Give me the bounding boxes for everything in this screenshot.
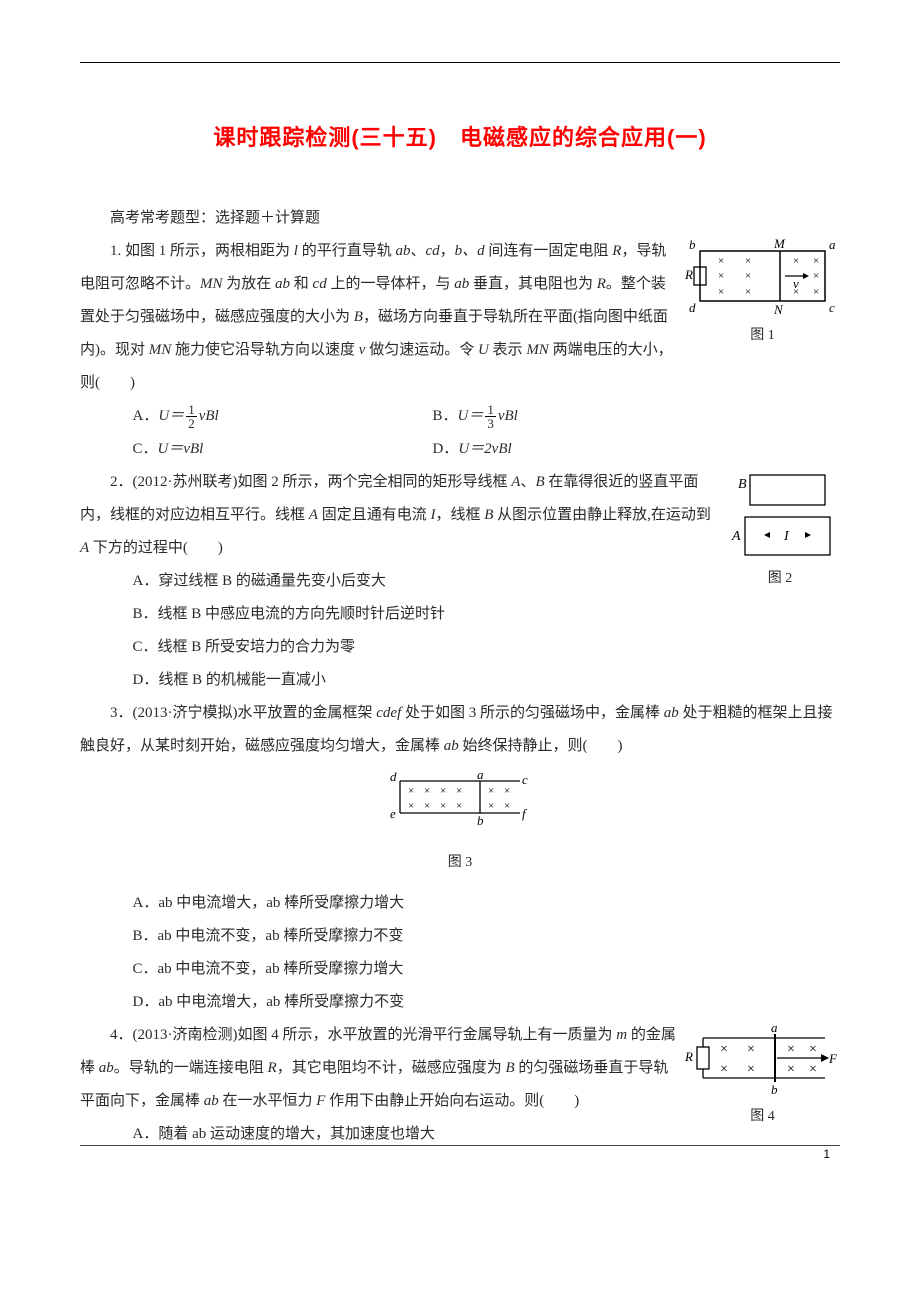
page-title: 课时跟踪检测(三十五) 电磁感应的综合应用(一) [80,120,840,152]
svg-text:×: × [718,255,724,267]
svg-text:×: × [440,800,446,812]
fig4-caption: 图 4 [685,1102,840,1133]
fig4-svg: R a b × × × × × × × × F [685,1023,840,1098]
q3-option-b: B．ab 中电流不变，ab 棒所受摩擦力不变 [133,920,841,953]
q1-options-row2: C．U＝vBl D．U＝2vBl [133,433,841,466]
svg-text:×: × [424,785,430,797]
svg-text:b: b [477,813,484,828]
svg-text:v: v [793,276,799,291]
figure-1: b M a R d N c ×××× ××× ×××× v 图 1 [685,239,840,352]
q1-options-row1: A． U＝ 12 vBl B． U＝ 13 vBl [133,400,841,433]
page-number: 1 [823,1147,830,1161]
svg-text:×: × [718,286,724,298]
svg-text:F: F [828,1051,838,1066]
fig1-svg: b M a R d N c ×××× ××× ×××× v [685,239,840,317]
svg-text:×: × [747,1062,755,1077]
svg-text:×: × [809,1042,817,1057]
svg-text:a: a [829,239,836,252]
svg-text:×: × [813,255,819,267]
svg-text:×: × [747,1042,755,1057]
fraction-half: 12 [186,403,197,430]
svg-text:×: × [745,270,751,282]
svg-text:d: d [390,771,397,784]
svg-text:×: × [745,286,751,298]
intro-line: 高考常考题型：选择题＋计算题 [80,202,840,235]
svg-text:×: × [424,800,430,812]
svg-text:×: × [720,1062,728,1077]
q1-option-a: A． U＝ 12 vBl [133,400,433,433]
svg-text:×: × [408,800,414,812]
svg-text:R: R [685,267,693,282]
svg-text:×: × [787,1062,795,1077]
svg-text:×: × [504,785,510,797]
svg-text:×: × [787,1042,795,1057]
q3-stem: 3．(2013·济宁模拟)水平放置的金属框架 cdef 处于如图 3 所示的匀强… [80,697,840,763]
svg-text:c: c [522,772,528,787]
svg-text:×: × [793,255,799,267]
figure-4: R a b × × × × × × × × F 图 4 [685,1023,840,1133]
svg-text:b: b [689,239,696,252]
svg-text:N: N [773,302,784,317]
svg-text:B: B [738,477,747,492]
svg-text:×: × [456,800,462,812]
bottom-rule [80,1145,840,1146]
svg-text:f: f [522,806,528,821]
svg-text:×: × [809,1062,817,1077]
fraction-third: 13 [485,403,496,430]
q3-option-a: A．ab 中电流增大，ab 棒所受摩擦力增大 [133,887,841,920]
svg-text:×: × [745,255,751,267]
svg-text:e: e [390,806,396,821]
fig1-caption: 图 1 [685,321,840,352]
svg-text:×: × [456,785,462,797]
svg-text:A: A [731,529,741,544]
svg-text:×: × [718,270,724,282]
figure-3: d a c e b f × × × × × × × × × × × × 图 3 [80,771,840,879]
svg-text:×: × [720,1042,728,1057]
svg-text:×: × [813,270,819,282]
fig2-caption: 图 2 [720,564,840,595]
svg-text:×: × [813,286,819,298]
fig3-caption: 图 3 [80,848,840,879]
svg-text:×: × [408,785,414,797]
top-rule [80,62,840,63]
svg-text:a: a [771,1023,778,1035]
svg-text:M: M [773,239,786,251]
fig2-svg: B A I [720,470,840,560]
q1-option-d: D．U＝2vBl [433,433,512,466]
svg-text:×: × [488,785,494,797]
svg-text:R: R [685,1049,693,1064]
svg-text:I: I [783,529,790,544]
fig3-svg: d a c e b f × × × × × × × × × × × × [380,771,540,831]
q3-option-d: D．ab 中电流增大，ab 棒所受摩擦力不变 [133,986,841,1019]
svg-text:a: a [477,771,484,782]
content: 高考常考题型：选择题＋计算题 b M a R d N c × × × × × × × × ×… [80,202,840,1151]
svg-text:×: × [488,800,494,812]
svg-text:×: × [440,785,446,797]
svg-text:c: c [829,300,835,315]
q2-option-b: B．线框 B 中感应电流的方向先顺时针后逆时针 [133,598,841,631]
q1-option-c: C．U＝vBl [133,433,433,466]
svg-text:d: d [689,300,696,315]
svg-text:b: b [771,1082,778,1097]
q2-option-c: C．线框 B 所受安培力的合力为零 [133,631,841,664]
q2-option-d: D．线框 B 的机械能一直减小 [133,664,841,697]
q3-option-c: C．ab 中电流不变，ab 棒所受摩擦力增大 [133,953,841,986]
svg-text:×: × [504,800,510,812]
q1-option-b: B． U＝ 13 vBl [433,400,518,433]
figure-2: B A I 图 2 [720,470,840,595]
